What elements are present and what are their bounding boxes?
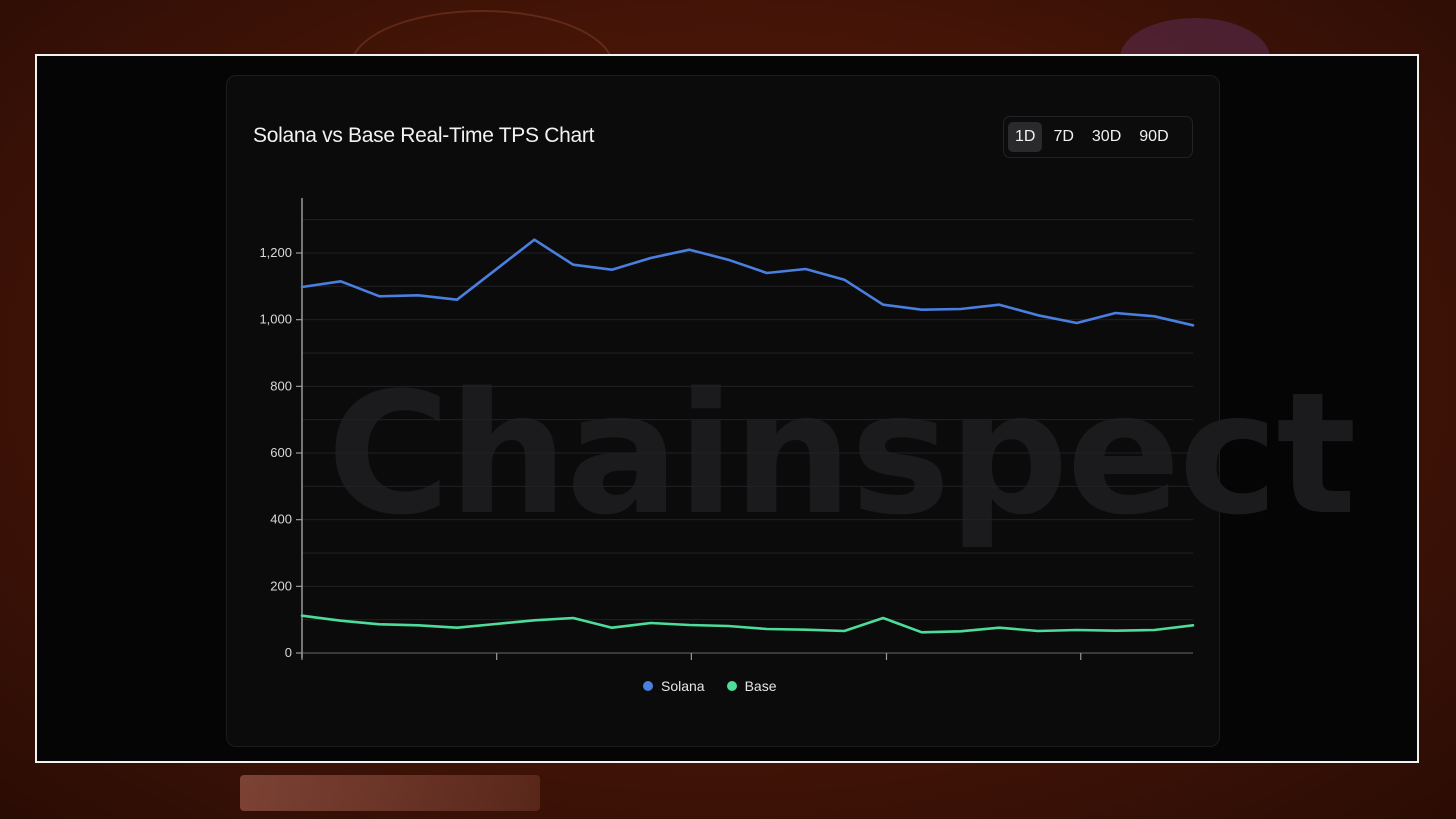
series-line-solana [300, 238, 1195, 327]
y-tick-label: 1,000 [259, 312, 292, 327]
background-decoration [240, 775, 540, 811]
range-7d-button[interactable]: 7D [1053, 128, 1074, 145]
range-90d-button[interactable]: 90D [1139, 128, 1169, 145]
legend-item-base[interactable]: Base [726, 678, 777, 694]
y-tick-label: 200 [270, 578, 292, 593]
y-tick-label: 400 [270, 512, 292, 527]
screenshot-frame: Chainspect Solana vs Base Real-Time TPS … [35, 54, 1419, 763]
legend-item-solana[interactable]: Solana [643, 678, 705, 694]
tps-line-chart: 0 200 400 600 800 1,000 1,200 [259, 198, 1195, 660]
chart-legend: Solana Base [643, 678, 777, 694]
y-tick-label: 1,200 [259, 245, 292, 260]
chart-card: Chainspect Solana vs Base Real-Time TPS … [226, 75, 1357, 747]
chart-title: Solana vs Base Real-Time TPS Chart [253, 124, 595, 147]
legend-dot-base [726, 681, 737, 691]
y-tick-label: 600 [270, 445, 292, 460]
legend-label-base: Base [744, 678, 777, 694]
legend-dot-solana [643, 681, 653, 691]
series-line-base [300, 614, 1195, 634]
range-1d-button[interactable]: 1D [1008, 122, 1043, 152]
y-tick-label: 0 [285, 645, 292, 660]
time-range-selector: 1D 7D 30D 90D [1003, 116, 1193, 158]
range-30d-button[interactable]: 30D [1091, 128, 1122, 145]
y-tick-label: 800 [270, 378, 292, 393]
legend-label-solana: Solana [661, 678, 705, 694]
